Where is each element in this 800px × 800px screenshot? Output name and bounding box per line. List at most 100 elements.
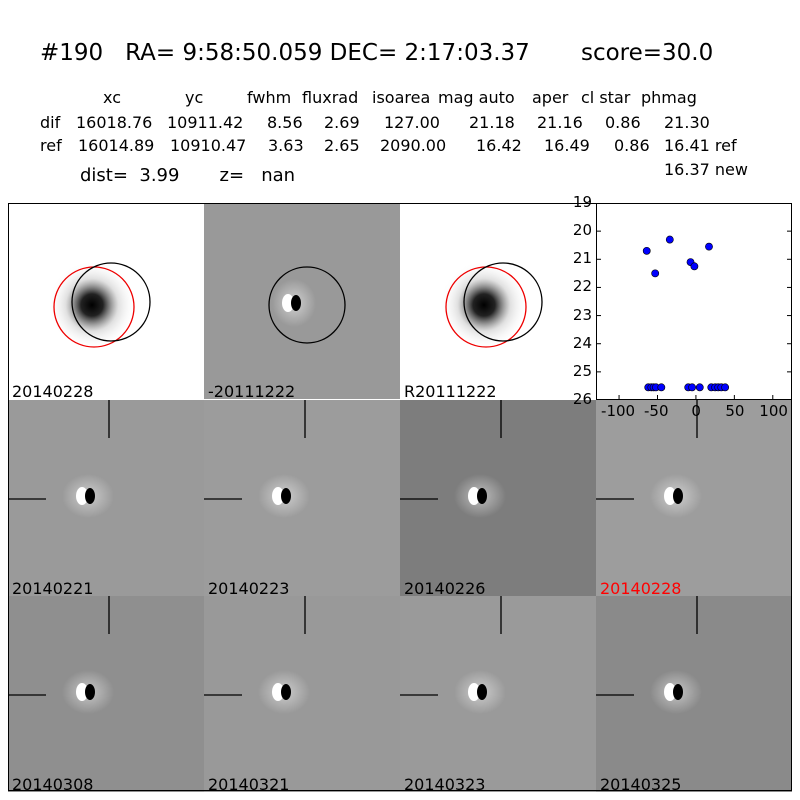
- scatter-point: [705, 242, 713, 251]
- ref-aper: 16.49: [544, 136, 590, 155]
- dif-isoarea: 127.00: [384, 113, 440, 132]
- y-tick-label: 19: [572, 193, 592, 211]
- stamp-image: [596, 400, 702, 518]
- positive-lobe: [76, 683, 88, 701]
- positive-lobe: [468, 487, 480, 505]
- scatter-point: [651, 269, 660, 278]
- negative-lobe: [673, 684, 683, 700]
- stamp-image: [596, 596, 702, 714]
- stamp-date-label: 20140221: [12, 579, 94, 596]
- negative-lobe: [477, 684, 487, 700]
- stamp-image: [8, 400, 114, 518]
- scatter-point: [721, 383, 730, 392]
- dif-aper: 21.16: [537, 113, 583, 132]
- col-aper: aper: [532, 88, 569, 107]
- image-stamp-panel: 20140226: [400, 400, 596, 596]
- y-tick-label: 24: [572, 333, 592, 352]
- negative-lobe: [85, 684, 95, 700]
- ref-isoarea: 2090.00: [380, 136, 447, 155]
- stamp-image: [204, 400, 310, 518]
- image-stamp-panel: 20140321: [204, 596, 400, 792]
- y-tick-label: 23: [572, 305, 592, 324]
- distance-redshift-line: dist= 3.99 z= nan: [80, 165, 296, 186]
- star-source: [440, 261, 528, 349]
- image-stamp-panel: 20140228: [596, 400, 792, 596]
- col-fwhm: fwhm: [247, 88, 292, 107]
- ref-xc: 16014.89: [78, 136, 155, 155]
- y-tick-label: 22: [572, 277, 592, 296]
- ref-mag-auto: 16.42: [476, 136, 522, 155]
- image-stamp-panel: 20140308: [8, 596, 204, 792]
- col-xc: xc: [103, 88, 121, 107]
- scatter-point: [688, 383, 696, 392]
- diff-negative-lobe: [291, 295, 301, 311]
- x-tick-label: -50: [643, 402, 669, 420]
- magnitude-scatter-chart: 19 20 21 22 23 24 25 26 -100 -50 0 50 100: [573, 193, 792, 420]
- dif-fluxrad: 2.69: [324, 113, 360, 132]
- negative-lobe: [673, 488, 683, 504]
- chart-frame: [596, 203, 792, 400]
- stamp-date-label: 20140228: [600, 579, 682, 596]
- ref-cl-star: 0.86: [614, 136, 650, 155]
- col-mag-auto: mag auto: [438, 88, 515, 107]
- col-phmag: phmag: [641, 88, 697, 107]
- ref-fwhm: 3.63: [268, 136, 304, 155]
- y-tick-label: 25: [572, 361, 592, 380]
- image-stamp-panel: 20140325: [596, 596, 792, 792]
- new-mag-label: 16.37 new: [664, 160, 748, 179]
- scatter-point: [695, 383, 704, 392]
- negative-lobe: [85, 488, 95, 504]
- stamp-date-label: 20140226: [404, 579, 486, 596]
- stamp-image: [48, 261, 151, 349]
- scatter-point: [657, 383, 666, 392]
- scatter-point: [642, 246, 651, 255]
- aperture-circle: [268, 266, 346, 344]
- x-tick-label: 0: [691, 402, 701, 420]
- scatter-point: [690, 262, 699, 271]
- stamp-date-label: 20140325: [600, 775, 682, 792]
- image-stamp-panel: -20111222: [204, 203, 400, 399]
- negative-lobe: [281, 684, 291, 700]
- image-stamp-panel: 20140221: [8, 400, 204, 596]
- ref-fluxrad: 2.65: [324, 136, 360, 155]
- dif-yc: 10911.42: [167, 113, 244, 132]
- negative-lobe: [477, 488, 487, 504]
- y-tick-label: 26: [572, 390, 592, 408]
- positive-lobe: [76, 487, 88, 505]
- dif-fwhm: 8.56: [267, 113, 303, 132]
- stamp-date-label: -20111222: [208, 382, 296, 399]
- scatter-plot-svg: [596, 202, 792, 401]
- ref-label: ref: [40, 136, 62, 155]
- dif-label: dif: [40, 113, 61, 132]
- col-isoarea: isoarea: [372, 88, 431, 107]
- y-tick-label: 20: [572, 221, 592, 240]
- stamp-date-label: 20140321: [208, 775, 290, 792]
- stamp-date-label: 20140323: [404, 775, 486, 792]
- positive-lobe: [468, 683, 480, 701]
- image-stamp-panel: 20140323: [400, 596, 596, 792]
- dif-phmag: 21.30: [664, 113, 710, 132]
- stamp-date-label: 20140223: [208, 579, 290, 596]
- scatter-point: [665, 235, 674, 244]
- x-tick-label: 50: [725, 402, 745, 420]
- x-tick-label: -100: [601, 402, 636, 420]
- dif-xc: 16018.76: [76, 113, 153, 132]
- dif-cl-star: 0.86: [605, 113, 641, 132]
- stamp-date-label: R20111222: [404, 382, 497, 399]
- diff-positive-lobe: [282, 294, 294, 312]
- stamp-image: [440, 261, 543, 349]
- col-cl-star: cl star: [581, 88, 631, 107]
- y-tick-label: 21: [572, 249, 592, 268]
- page-title: #190 RA= 9:58:50.059 DEC= 2:17:03.37 sco…: [40, 40, 714, 66]
- stamp-date-label: 20140308: [12, 775, 94, 792]
- star-source: [48, 261, 136, 349]
- col-yc: yc: [185, 88, 204, 107]
- ref-phmag: 16.41 ref: [664, 136, 737, 155]
- image-stamp-panel: 20140228: [8, 203, 204, 399]
- negative-lobe: [281, 488, 291, 504]
- ref-yc: 10910.47: [170, 136, 247, 155]
- stamp-image: [8, 596, 114, 714]
- image-stamp-panel: R20111222: [400, 203, 596, 399]
- dif-aperture-circle: [71, 262, 151, 342]
- dif-mag-auto: 21.18: [469, 113, 515, 132]
